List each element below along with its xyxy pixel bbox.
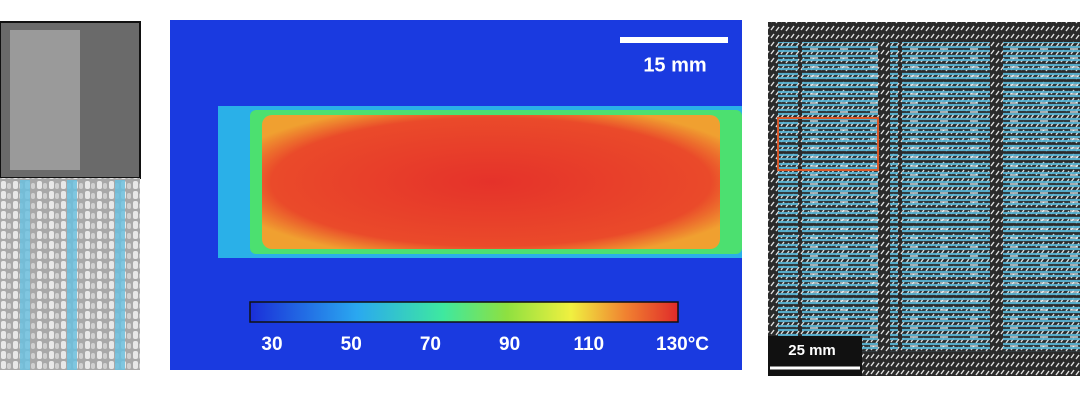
strip [67, 180, 77, 370]
heater-column [778, 42, 878, 352]
left-panel [0, 21, 141, 370]
fabric-panel: 25 mm [768, 22, 1080, 376]
xray-strip [10, 30, 80, 170]
scale-label: 25 mm [788, 342, 836, 359]
strip [20, 180, 30, 370]
highlight-box [777, 117, 879, 171]
scale-label: 15 mm [643, 54, 706, 76]
colorbar [249, 301, 679, 323]
thermal-panel: 15 mm 30 50 70 90 110 130°C [170, 20, 742, 370]
colorbar-label: 110 [573, 334, 604, 355]
colorbar-label: 130°C [656, 334, 709, 355]
heater-column [890, 42, 990, 352]
heater-hot [262, 115, 720, 249]
colorbar-label: 30 [261, 334, 282, 355]
colorbar-label: 50 [341, 334, 362, 355]
strip [115, 180, 125, 370]
colorbar-labels: 30 50 70 90 110 130°C [261, 334, 709, 355]
heater-column [1003, 42, 1080, 352]
colorbar-label: 70 [420, 334, 441, 355]
colorbar-label: 90 [499, 334, 520, 355]
